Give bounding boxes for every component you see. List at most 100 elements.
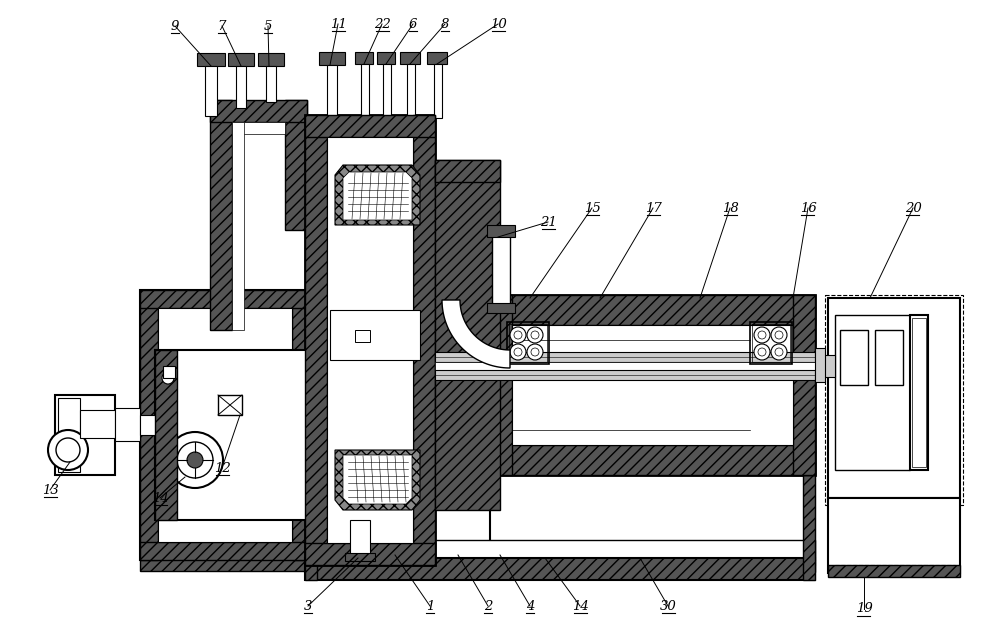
Bar: [140, 415, 156, 435]
Bar: [828, 298, 960, 498]
Bar: [435, 362, 815, 370]
Bar: [210, 100, 232, 330]
Bar: [835, 315, 910, 470]
Bar: [512, 325, 793, 445]
Bar: [55, 395, 115, 475]
Bar: [305, 543, 435, 565]
Bar: [435, 370, 815, 380]
Text: 2: 2: [484, 600, 492, 612]
Bar: [487, 303, 515, 313]
Bar: [210, 100, 307, 122]
Text: 15: 15: [584, 202, 600, 214]
Text: 22: 22: [374, 17, 390, 31]
Text: 10: 10: [490, 17, 506, 31]
Polygon shape: [343, 455, 412, 504]
Bar: [490, 445, 815, 475]
Text: 21: 21: [540, 216, 556, 228]
Bar: [345, 553, 375, 561]
Bar: [197, 53, 225, 66]
Bar: [752, 324, 790, 362]
Bar: [490, 475, 815, 565]
Text: 30: 30: [660, 600, 676, 612]
Text: 11: 11: [330, 17, 346, 31]
Circle shape: [527, 327, 543, 343]
Circle shape: [177, 442, 213, 478]
Bar: [793, 295, 815, 475]
Bar: [163, 366, 175, 378]
Bar: [140, 290, 158, 560]
Bar: [407, 64, 415, 124]
Bar: [140, 542, 310, 560]
Text: 7: 7: [218, 19, 226, 33]
Polygon shape: [442, 300, 510, 368]
Text: 18: 18: [722, 202, 738, 214]
Circle shape: [514, 331, 522, 339]
Circle shape: [758, 348, 766, 356]
Bar: [435, 352, 815, 362]
Bar: [305, 558, 815, 580]
Circle shape: [531, 331, 539, 339]
Bar: [155, 350, 177, 520]
Bar: [820, 355, 835, 377]
Circle shape: [771, 344, 787, 360]
Text: 19: 19: [856, 602, 872, 616]
Circle shape: [56, 438, 80, 462]
Bar: [140, 290, 310, 308]
Text: 4: 4: [526, 600, 534, 612]
Circle shape: [758, 331, 766, 339]
Bar: [828, 498, 960, 573]
Text: 14: 14: [572, 600, 588, 612]
Bar: [490, 295, 512, 475]
Bar: [828, 565, 960, 577]
Bar: [155, 350, 310, 520]
Bar: [875, 330, 903, 385]
Bar: [305, 475, 317, 580]
Bar: [803, 475, 815, 580]
Bar: [361, 64, 369, 132]
Bar: [355, 330, 370, 342]
Polygon shape: [335, 165, 420, 225]
Text: 8: 8: [441, 17, 449, 31]
Bar: [413, 115, 435, 565]
Text: 5: 5: [264, 19, 272, 33]
Bar: [435, 160, 500, 510]
Bar: [218, 395, 242, 415]
Bar: [750, 322, 792, 364]
Circle shape: [771, 327, 787, 343]
Bar: [258, 53, 284, 66]
Bar: [305, 115, 435, 137]
Bar: [292, 290, 310, 560]
Bar: [487, 225, 515, 237]
Bar: [236, 66, 246, 108]
Bar: [140, 290, 310, 560]
Circle shape: [510, 327, 526, 343]
Bar: [285, 100, 307, 230]
Circle shape: [48, 430, 88, 470]
Bar: [400, 52, 420, 64]
Bar: [80, 410, 115, 438]
Text: 3: 3: [304, 600, 312, 612]
Text: 12: 12: [214, 461, 230, 474]
Text: 13: 13: [42, 483, 58, 497]
Polygon shape: [335, 450, 420, 510]
Text: 16: 16: [800, 202, 816, 214]
Bar: [140, 555, 310, 571]
Bar: [355, 52, 373, 64]
Bar: [815, 348, 825, 382]
Text: 1: 1: [426, 600, 434, 612]
Bar: [434, 64, 442, 118]
Bar: [492, 230, 510, 305]
Bar: [825, 295, 963, 505]
Bar: [228, 53, 254, 66]
Bar: [507, 322, 549, 364]
Bar: [327, 65, 337, 121]
Circle shape: [167, 432, 223, 488]
Circle shape: [514, 348, 522, 356]
Bar: [912, 318, 926, 467]
Bar: [305, 115, 435, 565]
Bar: [327, 137, 413, 543]
Bar: [490, 560, 815, 572]
Circle shape: [162, 372, 174, 384]
Text: 20: 20: [905, 202, 921, 214]
Bar: [490, 295, 815, 475]
